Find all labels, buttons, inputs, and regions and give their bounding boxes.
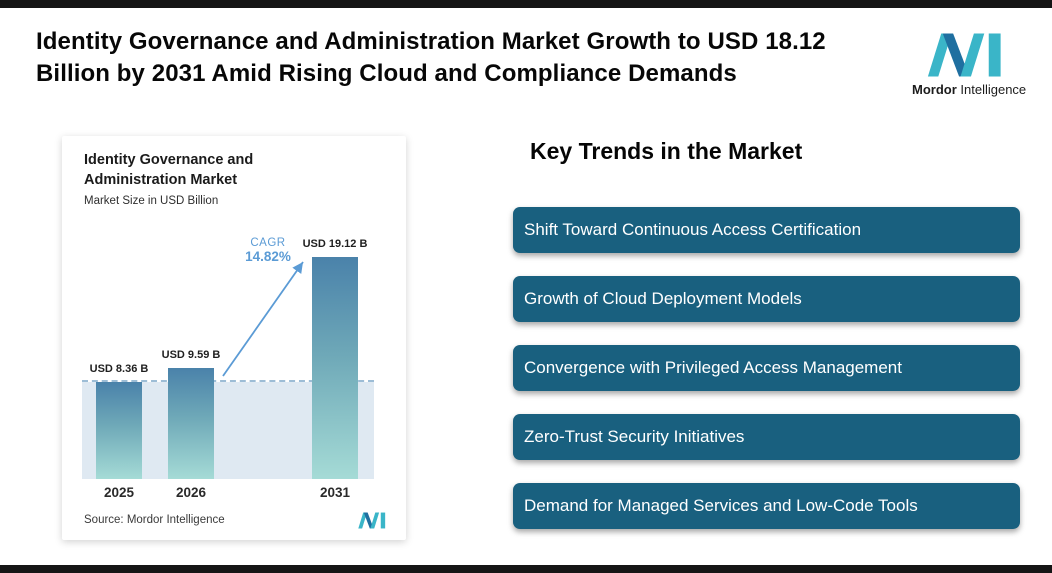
trend-item-label: Demand for Managed Services and Low-Code… bbox=[524, 496, 918, 515]
mordor-logo: Mordor Intelligence bbox=[912, 32, 1026, 97]
axis-label-2026: 2026 bbox=[175, 485, 207, 500]
chart-logo-icon bbox=[358, 512, 386, 529]
chart-subtitle: Market Size in USD Billion bbox=[84, 195, 219, 207]
trend-item-label: Convergence with Privileged Access Manag… bbox=[524, 358, 902, 377]
trend-item-label: Zero-Trust Security Initiatives bbox=[524, 427, 745, 446]
market-chart-card: Identity Governance and Administration M… bbox=[62, 136, 406, 540]
page-title: Identity Governance and Administration M… bbox=[36, 28, 826, 88]
cagr-arrow bbox=[222, 261, 304, 377]
trend-item-label: Shift Toward Continuous Access Certifica… bbox=[524, 220, 862, 239]
cagr-value: 14.82% bbox=[245, 249, 291, 264]
cagr-label: CAGR bbox=[250, 237, 286, 249]
baseline-dashed-line bbox=[82, 380, 374, 382]
trend-item-label: Growth of Cloud Deployment Models bbox=[524, 289, 802, 308]
trend-list: Shift Toward Continuous Access Certifica… bbox=[513, 207, 1020, 529]
trend-item: Zero-Trust Security Initiatives bbox=[513, 414, 1020, 460]
bar-plot: CAGR 14.82% USD 8.36 B 2025 USD 9.59 B 2026… bbox=[82, 229, 374, 500]
trends-heading: Key Trends in the Market bbox=[530, 138, 803, 164]
bar-2031 bbox=[312, 257, 358, 479]
axis-label-2025: 2025 bbox=[103, 485, 135, 500]
bar-value-label: USD 19.12 B bbox=[302, 238, 368, 250]
chart-title: Identity Governance and Administration M… bbox=[84, 152, 254, 188]
mordor-logo-icon bbox=[927, 33, 1001, 77]
top-border-bar bbox=[0, 0, 1052, 8]
cagr-annotation: CAGR 14.82% bbox=[230, 237, 306, 264]
trend-item: Shift Toward Continuous Access Certifica… bbox=[513, 207, 1020, 253]
bar-2025 bbox=[96, 382, 142, 479]
bottom-border-bar bbox=[0, 565, 1052, 573]
trend-item: Demand for Managed Services and Low-Code… bbox=[513, 483, 1020, 529]
logo-text-bold: Mordor bbox=[912, 82, 957, 97]
trend-item: Growth of Cloud Deployment Models bbox=[513, 276, 1020, 322]
bar-value-label: USD 8.36 B bbox=[89, 363, 149, 375]
mordor-logo-text: Mordor Intelligence bbox=[912, 82, 1026, 97]
trend-item: Convergence with Privileged Access Manag… bbox=[513, 345, 1020, 391]
bar-2026 bbox=[168, 368, 214, 479]
logo-text-regular: Intelligence bbox=[956, 82, 1027, 97]
bar-value-label: USD 9.59 B bbox=[161, 349, 221, 361]
axis-label-2031: 2031 bbox=[319, 485, 351, 500]
chart-source: Source: Mordor Intelligence bbox=[84, 514, 225, 526]
